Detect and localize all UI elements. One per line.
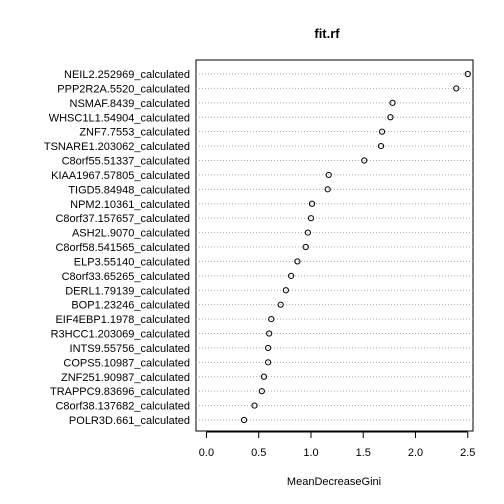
row-label: ZNF251.90987_calculated — [61, 372, 190, 384]
chart-row: TRAPPC9.83696_calculated — [50, 386, 473, 398]
chart-row: C8orf38.137682_calculated — [55, 401, 473, 413]
row-label: KIAA1967.57805_calculated — [51, 170, 190, 182]
row-label: DERL1.79139_calculated — [65, 285, 190, 297]
data-point — [304, 229, 311, 236]
x-tick-label: 0.0 — [199, 447, 214, 459]
row-label: POLR3D.661_calculated — [69, 415, 190, 427]
data-point — [325, 171, 332, 179]
x-tick-label: 2.5 — [460, 447, 475, 459]
row-label: ZNF7.7553_calculated — [79, 127, 190, 139]
row-label: ELP3.55140_calculated — [74, 256, 190, 268]
data-point — [258, 388, 265, 395]
x-tick-label: 1.0 — [303, 447, 318, 459]
data-point — [361, 157, 368, 164]
chart-row: C8orf55.51337_calculated — [62, 156, 473, 168]
data-point — [277, 301, 284, 308]
plot-frame — [195, 59, 474, 432]
chart-rows: NEIL2.252969_calculated PPP2R2A.5520_calc… — [44, 69, 473, 427]
x-tick-label: 0.5 — [251, 447, 266, 459]
chart-row: INTS9.55756_calculated — [70, 343, 473, 355]
row-label: NPM2.10361_calculated — [70, 199, 190, 211]
chart-row: EIF4EBP1.1978_calculated — [55, 314, 473, 326]
chart-row: DERL1.79139_calculated — [65, 285, 473, 297]
chart-row: COPS5.10987_calculated — [63, 357, 473, 369]
chart-row: ELP3.55140_calculated — [74, 256, 473, 268]
data-point — [268, 315, 275, 323]
chart-row: WHSC1L1.54904_calculated — [49, 112, 473, 124]
chart-row: NEIL2.252969_calculated — [64, 69, 473, 81]
data-point — [282, 287, 289, 294]
x-tick-label: 2.0 — [408, 447, 423, 459]
chart-row: PPP2R2A.5520_calculated — [57, 83, 473, 95]
row-label: R3HCC1.203069_calculated — [51, 329, 190, 341]
chart-row: TIGD5.84948_calculated — [68, 184, 473, 196]
chart-row: R3HCC1.203069_calculated — [51, 329, 473, 341]
data-point — [308, 200, 316, 207]
x-axis: 0.0 0.5 1.0 1.5 2.0 2.5 — [199, 431, 475, 459]
row-label: TRAPPC9.83696_calculated — [50, 386, 190, 398]
row-label: NEIL2.252969_calculated — [64, 69, 190, 81]
row-label: TIGD5.84948_calculated — [68, 184, 190, 196]
data-point — [266, 330, 273, 337]
data-point — [389, 99, 396, 106]
row-label: EIF4EBP1.1978_calculated — [55, 314, 190, 326]
data-point — [251, 402, 258, 409]
data-point — [464, 70, 471, 78]
row-label: BOP1.23246_calculated — [71, 300, 190, 312]
data-point — [307, 215, 315, 222]
row-label: C8orf37.157657_calculated — [55, 213, 190, 225]
row-label: C8orf33.65265_calculated — [62, 271, 190, 283]
row-label: C8orf58.541565_calculated — [55, 242, 190, 254]
data-point — [387, 114, 394, 121]
data-point — [288, 272, 295, 279]
row-label: TSNARE1.203062_calculated — [44, 141, 190, 153]
row-label: C8orf55.51337_calculated — [62, 156, 190, 168]
chart-title: fit.rf — [314, 26, 340, 41]
chart-row: POLR3D.661_calculated — [69, 415, 473, 427]
data-point — [240, 416, 248, 424]
data-point — [324, 186, 331, 193]
x-tick-label: 1.5 — [356, 447, 371, 459]
chart-row: TSNARE1.203062_calculated — [44, 141, 473, 153]
row-label: NSMAF.8439_calculated — [70, 98, 190, 110]
chart-row: ZNF251.90987_calculated — [61, 372, 473, 384]
x-axis-label: MeanDecreaseGini — [287, 476, 381, 488]
data-point — [302, 243, 309, 251]
row-label: WHSC1L1.54904_calculated — [49, 112, 190, 124]
row-label: COPS5.10987_calculated — [63, 357, 190, 369]
data-point — [265, 344, 272, 352]
data-point — [377, 142, 385, 150]
data-point — [378, 128, 386, 135]
row-label: ASH2L.9070_calculated — [72, 228, 190, 240]
chart-row: BOP1.23246_calculated — [71, 300, 473, 312]
data-point — [260, 373, 268, 380]
chart-row: C8orf58.541565_calculated — [55, 242, 473, 254]
row-label: INTS9.55756_calculated — [70, 343, 190, 355]
chart-row: C8orf37.157657_calculated — [55, 213, 473, 225]
chart-row: ZNF7.7553_calculated — [79, 127, 473, 139]
data-point — [265, 359, 272, 366]
chart-row: ASH2L.9070_calculated — [72, 228, 473, 240]
chart-row: NPM2.10361_calculated — [70, 199, 473, 211]
chart-row: NSMAF.8439_calculated — [70, 98, 473, 110]
data-point — [294, 258, 301, 265]
chart-row: C8orf33.65265_calculated — [62, 271, 473, 283]
row-label: C8orf38.137682_calculated — [55, 401, 190, 413]
data-point — [453, 85, 460, 92]
row-label: PPP2R2A.5520_calculated — [57, 83, 190, 95]
chart-row: KIAA1967.57805_calculated — [51, 170, 473, 182]
